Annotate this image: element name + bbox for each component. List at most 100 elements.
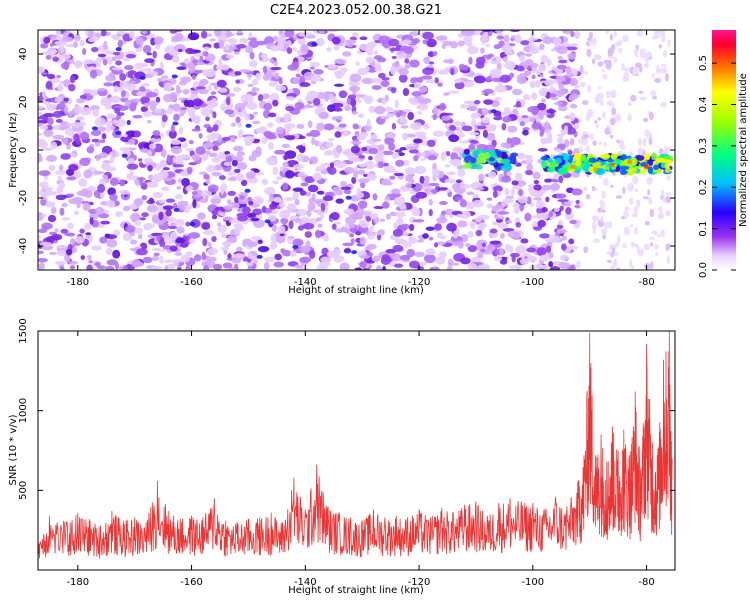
- spectrogram-cell: [115, 211, 124, 217]
- spectrogram-cell: [575, 199, 580, 205]
- spectrogram-cell: [515, 245, 528, 254]
- spectrogram-cell: [99, 152, 109, 159]
- spectrogram-cell: [148, 197, 155, 204]
- spectrogram-cell: [529, 46, 540, 54]
- spectrogram-cell: [203, 265, 209, 270]
- spectrogram-cell: [373, 255, 381, 262]
- spectrogram-cell: [220, 103, 226, 112]
- spectrogram-cell: [381, 182, 393, 186]
- spectrogram-cell: [421, 182, 431, 187]
- spectrogram-cell: [295, 73, 301, 78]
- spectrogram-cell: [633, 226, 638, 235]
- spectrogram-cell: [236, 30, 243, 34]
- spectrogram-cell: [269, 203, 278, 210]
- spectrogram-cell: [257, 245, 270, 253]
- spectrogram-cell: [351, 250, 358, 255]
- spectrogram-cell: [644, 164, 650, 169]
- spectrogram-cell: [473, 75, 486, 84]
- spectrogram-cell: [163, 82, 173, 91]
- spectrogram-cell: [604, 127, 610, 135]
- spectrogram-cell: [218, 87, 228, 93]
- spectrogram-cell: [422, 31, 434, 40]
- spectrogram-cell: [310, 91, 320, 96]
- spectrogram-cell: [343, 150, 350, 156]
- spectrogram-cell: [239, 37, 249, 44]
- spectrogram-cell: [244, 114, 251, 121]
- spectrogram-cell: [235, 116, 241, 124]
- spectrogram-cell: [406, 146, 419, 150]
- spectrogram-cell: [41, 90, 47, 99]
- spectrogram-cell: [147, 164, 153, 172]
- spectrogram-cell: [320, 162, 332, 167]
- spectrogram-cell: [185, 47, 195, 55]
- spectrogram-cell: [547, 166, 556, 173]
- spectrogram-cell: [275, 176, 283, 181]
- spectrogram-cell: [141, 194, 148, 201]
- spectrogram-cell: [323, 235, 329, 242]
- spectrogram-cell: [227, 202, 240, 206]
- spectrogram-cell: [326, 166, 332, 172]
- spectrogram-cell: [457, 240, 464, 249]
- spectrogram-cell: [347, 94, 357, 100]
- spectrogram-cell: [154, 36, 164, 45]
- spectrogram-cell: [247, 83, 254, 88]
- spectrogram-cell: [602, 73, 608, 80]
- spectrogram-cell: [143, 73, 154, 79]
- spectrogram-cell: [206, 103, 212, 108]
- spectrogram-cell: [61, 217, 71, 221]
- spectrogram-cell: [535, 201, 546, 209]
- spectrogram-cell: [331, 36, 341, 45]
- spectrogram-cell: [357, 100, 362, 104]
- spectrogram-cell: [169, 245, 178, 252]
- spectrogram-cell: [368, 155, 373, 161]
- spectrogram-cell: [252, 87, 260, 92]
- spectrogram-cell: [171, 55, 180, 63]
- spectrogram-cell: [79, 228, 85, 234]
- spectrogram-cell: [297, 153, 304, 162]
- spectrogram-cell: [485, 244, 496, 252]
- snr-y-ticks: 500 1000 1500: [18, 318, 675, 500]
- spectrogram-cell: [261, 178, 269, 186]
- spectrogram-cell: [335, 144, 342, 154]
- spectrogram-cell: [391, 122, 397, 130]
- spectrogram-cell: [409, 59, 420, 68]
- spectrogram-cell: [550, 96, 559, 101]
- spectrogram-cell: [408, 260, 420, 269]
- spectrogram-cell: [629, 197, 634, 205]
- spectrogram-cell: [505, 243, 512, 252]
- spectrogram-cell: [549, 80, 558, 84]
- spectrogram-cell: [213, 30, 222, 37]
- spectrogram-cell: [408, 149, 419, 154]
- spectrogram-cell: [361, 77, 374, 85]
- spectrogram-cell: [124, 65, 134, 71]
- spectrogram-cell: [602, 178, 609, 187]
- spectrogram-cell: [264, 219, 271, 224]
- spectrogram-cell: [186, 106, 196, 115]
- spectrogram-cell: [117, 105, 129, 111]
- spectrogram-cell: [599, 154, 611, 159]
- spectrogram-cell: [342, 242, 354, 247]
- spectrogram-cell: [74, 104, 82, 114]
- spectrogram-cell: [153, 252, 160, 257]
- spectrogram-cell: [294, 198, 300, 206]
- spectrogram-cell: [569, 43, 579, 47]
- spectrogram-cell: [500, 232, 505, 239]
- spectrogram-cell: [189, 222, 196, 227]
- spectrogram-cell: [287, 235, 294, 245]
- spectrogram-cell: [166, 107, 174, 115]
- spectrogram-cell: [566, 72, 574, 78]
- spectrogram-cell: [533, 184, 542, 191]
- spectrogram-cell: [505, 220, 513, 224]
- spectrogram-cell: [499, 247, 504, 256]
- spectrogram-cell: [379, 218, 386, 222]
- spectrogram-cell: [210, 91, 217, 95]
- spectrogram-cell: [159, 159, 167, 167]
- spectrogram-cell: [283, 123, 296, 129]
- spectrogram-cell: [403, 241, 412, 248]
- spectrogram-cell: [207, 242, 212, 248]
- spectrogram-cell: [550, 182, 561, 191]
- spectrogram-cell: [55, 30, 61, 37]
- snr-x-tick-label: -80: [638, 577, 654, 588]
- spectrogram-cell: [651, 230, 658, 235]
- spectrogram-cell: [104, 233, 110, 238]
